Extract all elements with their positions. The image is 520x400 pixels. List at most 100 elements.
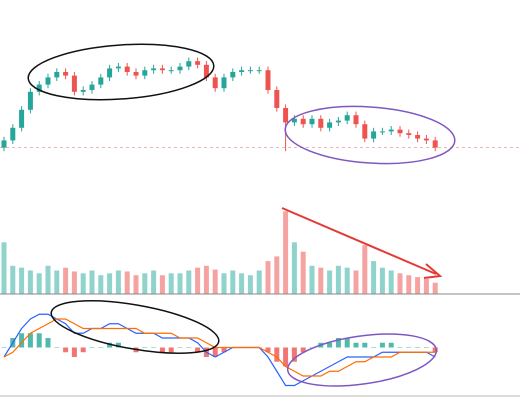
volume-bar — [80, 273, 86, 294]
volume-bar — [98, 275, 104, 294]
macd-histogram-bar — [98, 347, 104, 348]
volume-bar — [344, 267, 350, 294]
macd-histogram-bar — [415, 347, 421, 348]
macd-histogram-bar — [423, 347, 429, 348]
volume-bar — [309, 265, 315, 294]
volume-bar — [203, 265, 209, 294]
volume-bar — [415, 277, 421, 294]
volume-bar — [300, 251, 306, 294]
volume-bar — [423, 278, 429, 294]
candle-body — [212, 77, 218, 89]
candle-body — [186, 61, 192, 67]
annotation-arrow — [281, 207, 437, 275]
arrow-head — [423, 263, 443, 279]
candle-body — [45, 77, 51, 85]
macd-line — [3, 313, 436, 387]
volume-bar — [36, 273, 42, 294]
candle-body — [423, 138, 429, 141]
candle-body — [318, 118, 324, 128]
volume-bar — [256, 270, 262, 294]
candle-body — [300, 118, 306, 125]
volume-bar — [212, 269, 218, 294]
candle-body — [432, 140, 438, 148]
candle-body — [159, 68, 165, 71]
volume-bar — [291, 242, 297, 294]
volume-bar — [195, 267, 201, 294]
annotation-ellipse — [27, 43, 215, 101]
volume-bar — [27, 270, 33, 294]
volume-bar — [274, 256, 280, 294]
macd-histogram-bar — [27, 333, 33, 348]
volume-bar — [221, 273, 227, 294]
macd-histogram-bar — [151, 347, 157, 348]
candle-body — [10, 127, 16, 141]
macd-histogram-bar — [344, 338, 350, 348]
macd-histogram-bar — [89, 347, 95, 348]
volume-bar — [159, 275, 165, 294]
candle-body — [397, 129, 403, 134]
volume-bar — [151, 270, 157, 294]
volume-bar — [283, 211, 289, 294]
marks — [0, 57, 520, 387]
candle-body — [371, 131, 377, 139]
macd-histogram-bar — [406, 347, 412, 348]
candle-body — [406, 133, 412, 135]
volume-bar — [54, 270, 60, 294]
volume-bar — [379, 267, 385, 294]
annotation-ellipse — [50, 300, 220, 354]
annotation-ellipse — [284, 105, 456, 165]
volume-bar — [63, 267, 69, 294]
candle-body — [36, 84, 42, 92]
candle-body — [309, 118, 315, 125]
volume-bar — [107, 273, 113, 294]
volume-bar — [1, 242, 7, 294]
macd-histogram-bar — [265, 347, 271, 353]
volume-bar — [230, 270, 236, 294]
candle-body — [335, 120, 341, 123]
macd-histogram-bar — [388, 342, 394, 348]
candle-body — [71, 75, 77, 92]
candle-body — [203, 64, 209, 78]
candle-body — [27, 91, 33, 110]
macd-histogram-bar — [353, 342, 359, 348]
volume-bar — [406, 275, 412, 294]
volume-bar — [142, 273, 148, 294]
volume-bar — [397, 273, 403, 294]
macd-histogram-bar — [54, 347, 60, 348]
candle-body — [327, 122, 333, 128]
candle-body — [195, 61, 201, 65]
candle-body — [89, 84, 95, 90]
macd-histogram-bar — [1, 347, 7, 348]
macd-histogram-bar — [274, 347, 280, 362]
macd-histogram-bar — [371, 347, 377, 348]
candle-body — [19, 109, 25, 128]
candle-body — [168, 70, 174, 72]
macd-histogram-bar — [107, 342, 113, 348]
candle-body — [291, 118, 297, 123]
macd-histogram-bar — [283, 347, 289, 367]
macd-histogram-bar — [80, 347, 86, 353]
candle-body — [63, 72, 69, 76]
candle-body — [274, 90, 280, 108]
candle-body — [177, 66, 183, 71]
macd-histogram-bar — [379, 342, 385, 348]
volume-bar — [124, 271, 130, 294]
volume-bar — [327, 270, 333, 294]
macd-histogram-bar — [142, 347, 148, 348]
volume-bar — [239, 273, 245, 294]
macd-histogram-bar — [335, 338, 341, 348]
macd-histogram-bar — [362, 342, 368, 348]
macd-histogram-bar — [186, 347, 192, 348]
volume-bar — [432, 282, 438, 294]
volume-bar — [133, 275, 139, 294]
candle-body — [142, 70, 148, 76]
annotation-ellipse — [286, 333, 438, 387]
volume-bar — [388, 270, 394, 294]
candle-body — [107, 68, 113, 78]
volume-bar — [177, 273, 183, 294]
candle-body — [265, 70, 271, 90]
macd-histogram-bar — [71, 347, 77, 357]
candle-body — [239, 70, 245, 72]
volume-bar — [10, 265, 16, 294]
volume-bar — [265, 261, 271, 294]
